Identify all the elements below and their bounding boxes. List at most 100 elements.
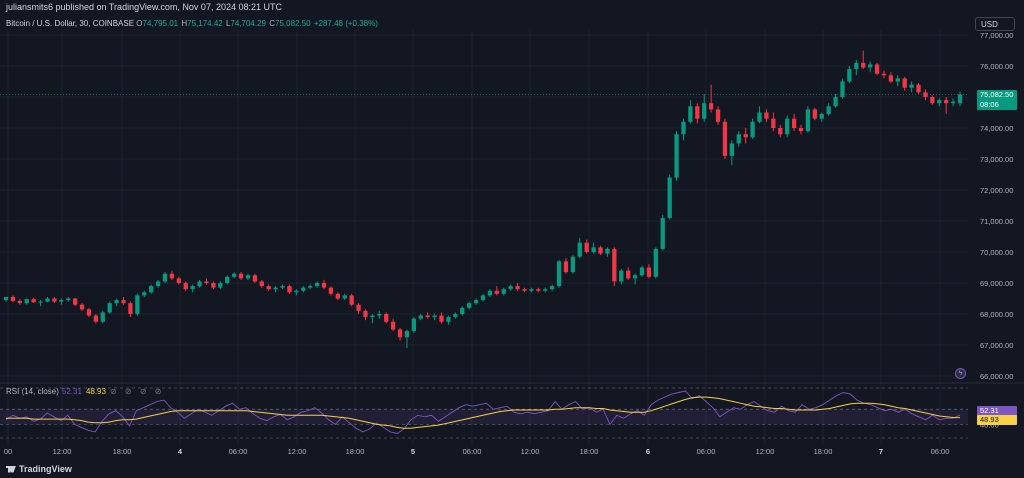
price-axis-tick-label: 73,000.00 bbox=[980, 155, 1013, 164]
candle-body bbox=[626, 270, 631, 279]
candle-body bbox=[895, 78, 900, 82]
candle-body bbox=[308, 286, 313, 288]
time-axis-tick-label: 12:00 bbox=[53, 447, 72, 456]
candle-body bbox=[826, 106, 831, 115]
candle-body bbox=[715, 109, 721, 122]
candle-body bbox=[418, 315, 423, 319]
candle-body bbox=[494, 290, 499, 294]
candle-body bbox=[411, 318, 417, 332]
price-axis-tick-label: 77,000.00 bbox=[980, 31, 1013, 40]
tradingview-mark-icon bbox=[6, 465, 16, 473]
candle-body bbox=[729, 143, 735, 156]
candle-body bbox=[819, 114, 824, 119]
rsi-value-tag: 52.31 bbox=[977, 406, 1017, 416]
candle-body bbox=[59, 300, 64, 302]
candle-body bbox=[169, 273, 175, 279]
candle-body bbox=[937, 100, 942, 104]
time-axis-tick-label: 18:00 bbox=[814, 447, 833, 456]
price-axis-tick-label: 70,000.00 bbox=[980, 248, 1013, 257]
candle-body bbox=[874, 64, 880, 74]
rsi-label[interactable]: RSI (14, close) bbox=[6, 387, 59, 396]
brand-name: TradingView bbox=[19, 464, 72, 474]
candle-body bbox=[66, 298, 71, 301]
candle-body bbox=[944, 100, 949, 104]
time-axis-tick-label: 06:00 bbox=[463, 447, 482, 456]
candle-body bbox=[702, 103, 707, 119]
time-axis-tick-label: 5 bbox=[411, 447, 415, 456]
candle-body bbox=[487, 290, 493, 296]
candle-body bbox=[536, 289, 541, 291]
candle-body bbox=[86, 309, 92, 316]
candle-body bbox=[577, 242, 582, 257]
candle-body bbox=[473, 300, 479, 304]
time-axis-tick-label: 6 bbox=[646, 447, 650, 456]
price-axis-tick-label: 76,000.00 bbox=[980, 62, 1013, 71]
candle-body bbox=[342, 295, 347, 299]
candle-body bbox=[149, 286, 154, 293]
candle-body bbox=[24, 299, 29, 304]
candle-body bbox=[480, 295, 486, 301]
candle-body bbox=[287, 286, 292, 293]
candle-body bbox=[867, 64, 873, 68]
candle-body bbox=[176, 278, 181, 283]
candle-body bbox=[598, 247, 603, 254]
candle-body bbox=[128, 303, 133, 314]
candle-body bbox=[757, 112, 762, 122]
high-value: 75,174.42 bbox=[187, 19, 223, 28]
candle-body bbox=[3, 296, 9, 301]
candle-body bbox=[681, 121, 686, 135]
candle-body bbox=[563, 261, 569, 273]
time-axis-tick-label: 00 bbox=[4, 447, 12, 456]
candle-body bbox=[881, 73, 887, 76]
candle-body bbox=[460, 307, 465, 314]
candle-body bbox=[425, 315, 430, 318]
candle-body bbox=[847, 69, 852, 82]
candle-body bbox=[259, 281, 264, 287]
candle-body bbox=[778, 128, 783, 135]
candle-body bbox=[688, 106, 693, 122]
candle-body bbox=[121, 300, 126, 304]
candle-body bbox=[384, 314, 389, 322]
candle-body bbox=[632, 275, 638, 279]
candle-body bbox=[923, 92, 928, 97]
candle-body bbox=[245, 275, 251, 279]
price-axis-tick-label: 69,000.00 bbox=[980, 279, 1013, 288]
candle-body bbox=[909, 84, 914, 88]
currency-button[interactable]: USD bbox=[975, 17, 1015, 31]
change-value: +287.48 (+0.38%) bbox=[313, 19, 378, 28]
candle-body bbox=[135, 295, 140, 314]
candle-body bbox=[854, 62, 859, 70]
symbol-legend: Bitcoin / U.S. Dollar, 30, COINBASE O74,… bbox=[6, 19, 379, 28]
candle-body bbox=[591, 247, 596, 252]
candle-body bbox=[370, 315, 375, 318]
time-axis-tick-label: 12:00 bbox=[288, 447, 307, 456]
candle-body bbox=[432, 315, 437, 318]
time-axis-tick-label: 18:00 bbox=[113, 447, 132, 456]
tradingview-logo[interactable]: TradingView bbox=[6, 464, 72, 474]
rsi-ma-tag: 48.93 bbox=[977, 415, 1017, 425]
time-axis-tick-label: 06:00 bbox=[229, 447, 248, 456]
candle-body bbox=[79, 304, 85, 310]
rsi-ma-line bbox=[6, 396, 961, 429]
lightning-icon[interactable]: ϟ bbox=[955, 368, 966, 379]
time-axis-tick-label: 12:00 bbox=[521, 447, 540, 456]
candle-body bbox=[619, 270, 624, 282]
candle-body bbox=[107, 303, 112, 313]
candle-body bbox=[93, 315, 99, 322]
candle-body bbox=[840, 81, 845, 97]
indicator-settings-icons[interactable]: ⊘ ⊘ ⊘ ⊘ bbox=[109, 387, 165, 396]
rsi-legend: RSI (14, close) 52.31 48.93 ⊘ ⊘ ⊘ ⊘ bbox=[6, 387, 164, 396]
candle-body bbox=[556, 261, 562, 287]
time-axis-tick-label: 12:00 bbox=[756, 447, 775, 456]
time-axis-tick-label: 7 bbox=[879, 447, 883, 456]
rsi-ma-value: 48.93 bbox=[85, 387, 106, 396]
candle-body bbox=[833, 97, 838, 107]
candle-body bbox=[812, 109, 817, 119]
price-axis-tick-label: 72,000.00 bbox=[980, 186, 1013, 195]
candle-body bbox=[52, 298, 57, 302]
candle-body bbox=[218, 283, 223, 288]
candle-body bbox=[467, 303, 472, 308]
symbol-name[interactable]: Bitcoin / U.S. Dollar, 30, COINBASE bbox=[6, 19, 135, 28]
candle-body bbox=[639, 267, 645, 276]
